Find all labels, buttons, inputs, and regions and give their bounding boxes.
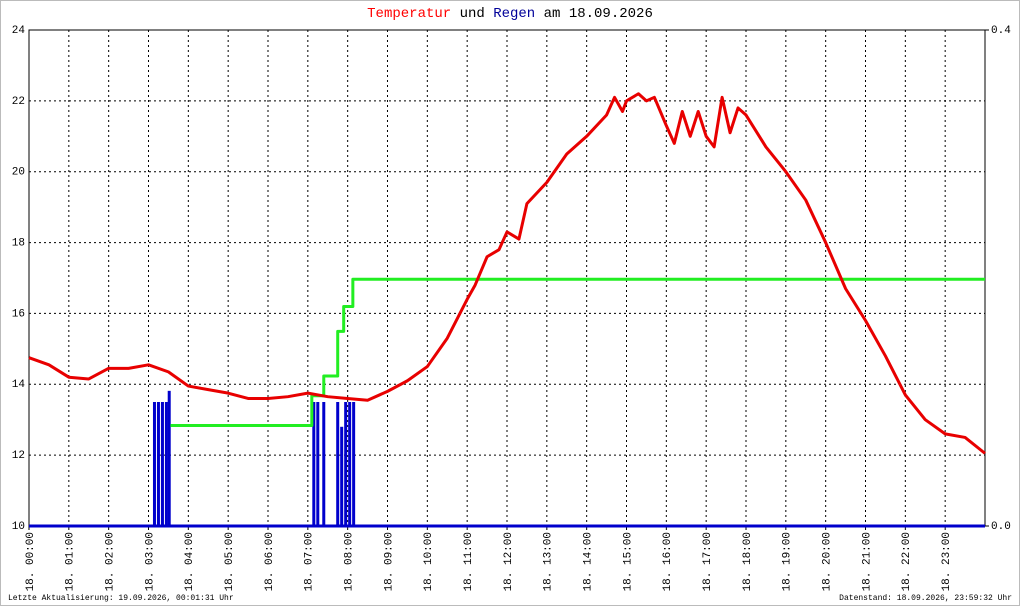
rain-bar — [156, 402, 160, 526]
rain-bar — [160, 402, 164, 526]
x-tick-label: 18. 00:00 — [25, 532, 37, 591]
title-part: am 18.09.2026 — [544, 6, 653, 22]
x-tick-label: 18. 01:00 — [65, 532, 77, 591]
x-tick-label: 18. 15:00 — [622, 532, 634, 591]
x-tick-label: 18. 06:00 — [264, 532, 276, 591]
y-tick-label: 24 — [12, 25, 26, 37]
x-tick-label: 18. 08:00 — [344, 532, 356, 591]
x-tick-label: 18. 16:00 — [662, 532, 674, 591]
x-tick-label: 18. 17:00 — [702, 532, 714, 591]
footer-right: Datenstand: 18.09.2026, 23:59:32 Uhr — [839, 594, 1012, 603]
x-tick-label: 18. 20:00 — [822, 532, 834, 591]
title-part: und — [460, 6, 485, 22]
title-part: Regen — [493, 6, 535, 22]
rain-bar — [152, 402, 156, 526]
rain-bar — [312, 402, 316, 526]
footer-left: Letzte Aktualisierung: 19.09.2026, 00:01… — [8, 594, 234, 603]
x-tick-label: 18. 10:00 — [423, 532, 435, 591]
x-tick-label: 18. 05:00 — [224, 532, 236, 591]
y-tick-label: 16 — [12, 308, 25, 320]
rain-bar — [344, 402, 348, 526]
x-tick-label: 18. 03:00 — [144, 532, 156, 591]
y2-tick-label: 0.0 — [991, 521, 1011, 533]
x-tick-label: 18. 18:00 — [742, 532, 754, 591]
y-tick-label: 18 — [12, 237, 25, 249]
x-tick-label: 18. 21:00 — [861, 532, 873, 591]
y-tick-label: 14 — [12, 379, 26, 391]
x-tick-label: 18. 07:00 — [304, 532, 316, 591]
x-tick-label: 18. 13:00 — [543, 532, 555, 591]
x-tick-label: 18. 23:00 — [941, 532, 953, 591]
chart-title: Temperatur und Regen am 18.09.2026 — [367, 6, 653, 22]
x-tick-label: 18. 11:00 — [463, 532, 475, 591]
x-tick-label: 18. 22:00 — [901, 532, 913, 591]
series-line — [28, 92, 986, 455]
x-tick-label: 18. 12:00 — [503, 532, 515, 591]
x-tick-label: 18. 09:00 — [383, 532, 395, 591]
y-tick-label: 22 — [12, 96, 25, 108]
rain-bar — [322, 402, 326, 526]
rain-bar — [348, 402, 352, 526]
x-tick-label: 18. 02:00 — [105, 532, 117, 591]
x-tick-label: 18. 19:00 — [782, 532, 794, 591]
series-line — [170, 277, 985, 428]
title-part: Temperatur — [367, 6, 451, 22]
rain-bar — [336, 402, 340, 526]
rain-bar — [340, 426, 344, 526]
rain-bar — [316, 402, 320, 526]
y2-tick-label: 0.4 — [991, 25, 1011, 37]
rain-bar — [164, 402, 168, 526]
y-tick-label: 10 — [12, 521, 25, 533]
y-tick-label: 12 — [12, 450, 25, 462]
x-tick-label: 18. 04:00 — [184, 532, 196, 591]
x-tick-label: 18. 14:00 — [583, 532, 595, 591]
rain-bar — [352, 402, 356, 526]
y-tick-label: 20 — [12, 167, 25, 179]
rain-bar — [167, 390, 171, 526]
